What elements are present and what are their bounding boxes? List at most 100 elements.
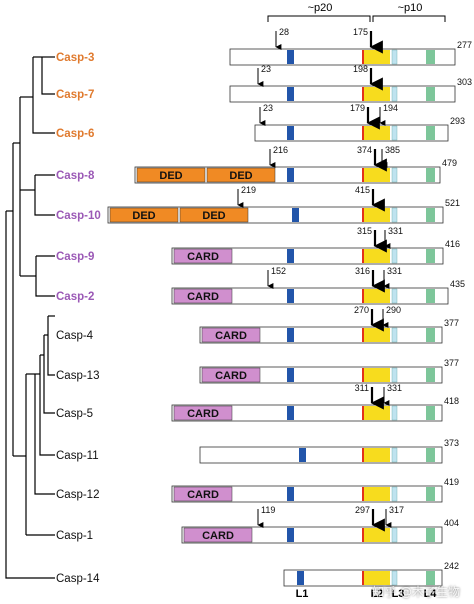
protein-length: 373: [444, 438, 459, 448]
card-label: CARD: [187, 489, 219, 501]
catalytic-edge: [362, 249, 364, 263]
card-label: CARD: [215, 370, 247, 382]
caspase-row-casp-2: Casp-2 CARD 435 152 316 331: [56, 266, 465, 305]
catalytic-edge: [362, 448, 364, 462]
cleavage-site-label: 152: [271, 266, 286, 276]
loop-l2: [364, 208, 390, 222]
caspase-name: Casp-13: [56, 370, 99, 382]
protein-length: 419: [444, 477, 459, 487]
ded-domain: [206, 167, 276, 183]
cleavage-site-label: 385: [385, 145, 400, 155]
loop-l4: [426, 168, 435, 182]
cleavage-site-label: 317: [389, 505, 404, 515]
ded-label: DED: [202, 210, 225, 222]
p20-label: ~p20: [308, 2, 333, 14]
card-label: CARD: [187, 408, 219, 420]
catalytic-edge: [362, 368, 364, 382]
phylogenetic-tree: [5, 56, 55, 579]
loop-l3: [391, 49, 398, 65]
loop-l3: [391, 125, 398, 141]
subunit-header: ~p20 ~p10: [267, 2, 446, 22]
loop-l3: [391, 86, 398, 102]
loop-l4: [426, 328, 435, 342]
loop-l1: [287, 289, 294, 303]
cleavage-site-label: 331: [388, 226, 403, 236]
loop-l4: [426, 249, 435, 263]
card-domain: [183, 527, 253, 543]
caspase-row-casp-4: Casp-4 CARD 377 270 290: [56, 305, 459, 344]
cleavage-site-label: 315: [357, 226, 372, 236]
protein-bar: [199, 446, 443, 464]
protein-bar: [229, 48, 456, 66]
loop-labels: L1 L2 L3 L4: [296, 588, 438, 600]
cleavage-site-label: 374: [357, 145, 372, 155]
cleavage-site-label: 23: [261, 64, 271, 74]
cleavage-site-label: 311: [355, 383, 369, 393]
loop-label-2: L2: [371, 588, 384, 600]
loop-l2: [364, 126, 390, 140]
loop-l4: [426, 571, 435, 585]
loop-l4: [426, 289, 435, 303]
loop-l2: [364, 487, 390, 501]
cleavage-site-label: 216: [273, 145, 288, 155]
card-label: CARD: [202, 530, 234, 542]
catalytic-edge: [362, 487, 364, 501]
caspase-name: Casp-9: [56, 251, 94, 263]
loop-l1: [287, 87, 294, 101]
loop-l1: [287, 126, 294, 140]
loop-l4: [426, 406, 435, 420]
protein-length: 293: [450, 116, 465, 126]
protein-length: 416: [445, 239, 460, 249]
catalytic-edge: [362, 289, 364, 303]
caspase-row-casp-6: Casp-6 293 23 179 194: [56, 103, 465, 142]
protein-length: 521: [445, 198, 460, 208]
caspase-name: Casp-2: [56, 291, 94, 303]
card-domain: [173, 288, 233, 304]
cleavage-site-label: 316: [355, 266, 370, 276]
loop-l4: [426, 487, 435, 501]
caspase-name: Casp-4: [56, 330, 94, 342]
caspase-name: Casp-3: [56, 52, 94, 64]
catalytic-edge: [362, 528, 364, 542]
loop-l4: [426, 528, 435, 542]
cleavage-site-label: 297: [355, 505, 370, 515]
loop-l3: [391, 207, 398, 223]
catalytic-edge: [362, 208, 364, 222]
card-domain: [173, 405, 233, 421]
loop-l1: [287, 50, 294, 64]
loop-label-4: L4: [424, 588, 438, 600]
loop-l3: [391, 167, 398, 183]
catalytic-edge: [362, 126, 364, 140]
loop-l2: [364, 406, 390, 420]
loop-l2: [364, 448, 390, 462]
loop-l1: [297, 571, 304, 585]
cleavage-site-label: 28: [279, 27, 289, 37]
loop-l1: [292, 208, 299, 222]
loop-l3: [391, 288, 398, 304]
cleavage-site-label: 23: [263, 103, 273, 113]
protein-length: 435: [450, 279, 465, 289]
loop-l1: [287, 406, 294, 420]
loop-l2: [364, 87, 390, 101]
caspase-name: Casp-7: [56, 89, 94, 101]
catalytic-edge: [362, 571, 364, 585]
caspase-row-casp-9: Casp-9 CARD 416 315 331: [56, 226, 460, 265]
caspase-row-casp-5: Casp-5 CARD 418 311 331: [56, 383, 459, 422]
loop-l1: [287, 487, 294, 501]
card-label: CARD: [187, 251, 219, 263]
loop-l2: [364, 249, 390, 263]
card-label: CARD: [215, 330, 247, 342]
loop-l4: [426, 126, 435, 140]
caspase-row-casp-8: Casp-8 DED DED 479 216 374 385: [56, 145, 457, 184]
catalytic-edge: [362, 406, 364, 420]
loop-l4: [426, 448, 435, 462]
cleavage-site-label: 270: [354, 305, 369, 315]
cleavage-site-label: 194: [383, 103, 398, 113]
catalytic-edge: [362, 168, 364, 182]
loop-l2: [364, 571, 390, 585]
cleavage-site-label: 415: [355, 185, 370, 195]
card-domain: [201, 367, 261, 383]
cleavage-site-label: 331: [387, 266, 402, 276]
card-label: CARD: [187, 291, 219, 303]
